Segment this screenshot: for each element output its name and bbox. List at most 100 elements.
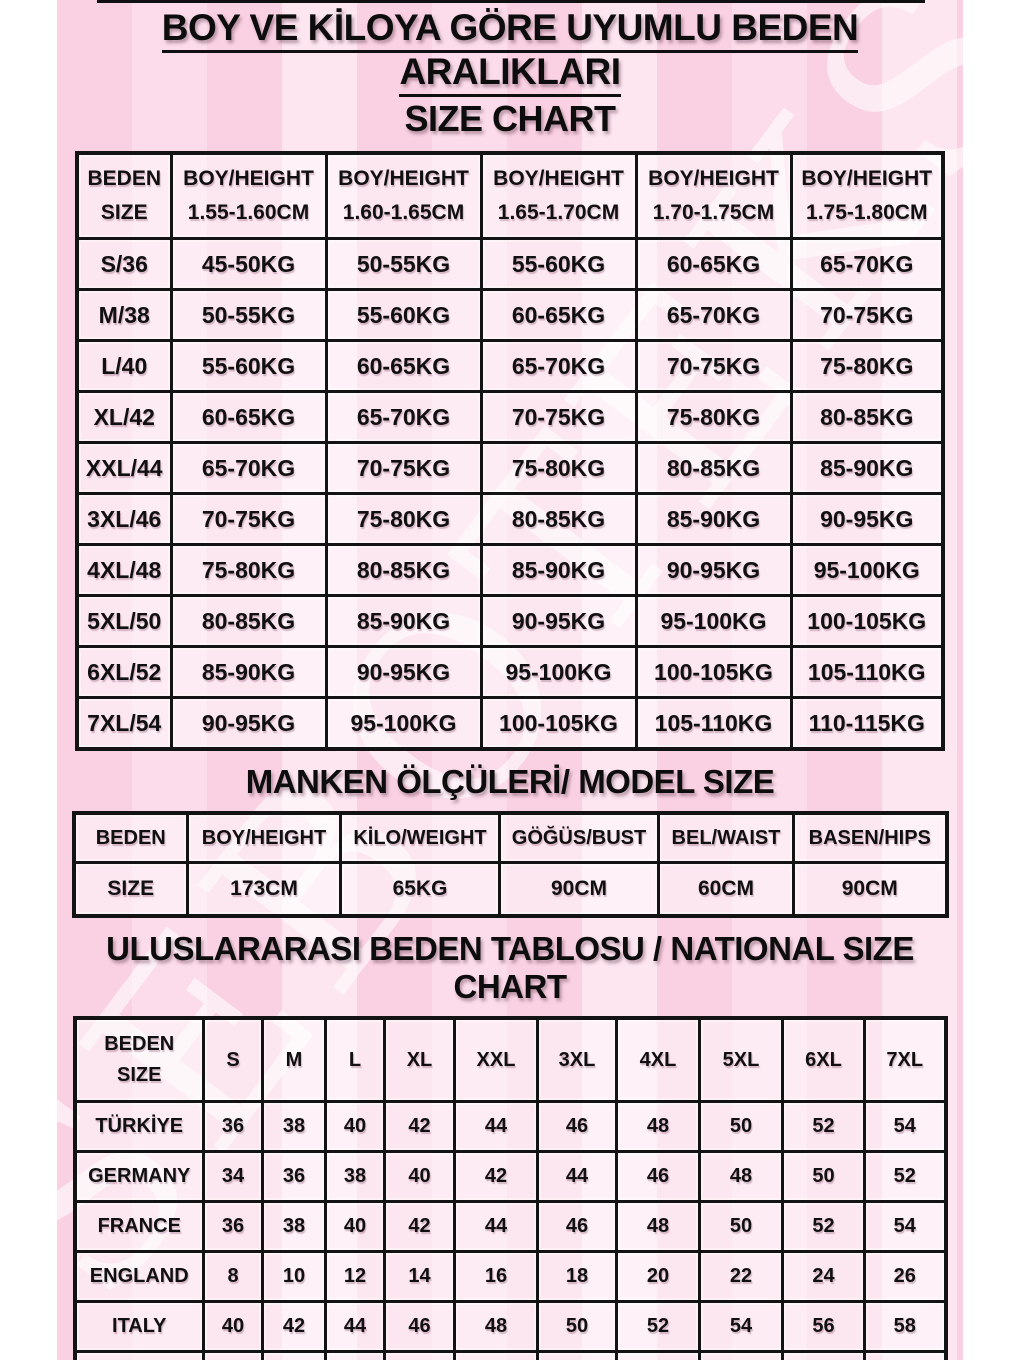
table-row: 7XL/54 90-95KG 95-100KG 100-105KG 105-110KG 1… xyxy=(75,696,945,751)
table-row: ITALY 40 42 44 46 48 50 52 54 56 58 xyxy=(73,1300,947,1353)
table-cell: 38 xyxy=(261,1200,327,1253)
column-header: BEDEN SIZE xyxy=(73,1016,205,1103)
row-label: 5XL/50 xyxy=(75,594,173,648)
table-cell: 90CM xyxy=(792,861,948,918)
table-cell: 44 xyxy=(324,1300,386,1353)
table-cell: 50 xyxy=(698,1200,784,1253)
row-label: ITALY xyxy=(73,1300,205,1353)
table-cell: 40 xyxy=(202,1300,264,1353)
international-size-heading: ULUSLARARASI BEDEN TABLOSU / NATIONAL SI… xyxy=(106,930,914,1005)
table-cell: 85-90KG xyxy=(789,441,945,495)
table-cell: 16 xyxy=(453,1250,539,1303)
table-cell: 90-95KG xyxy=(634,543,793,597)
table-cell: 65-70KG xyxy=(479,339,638,393)
row-label: USA xyxy=(73,1350,205,1360)
table-cell: 8 xyxy=(202,1250,264,1303)
table-cell: 52 xyxy=(781,1200,866,1253)
table-cell: 70-75KG xyxy=(789,288,945,342)
table-cell: 105-110KG xyxy=(634,696,793,751)
table-cell: 95-100KG xyxy=(789,543,945,597)
height-weight-size-table: BEDEN SIZE BOY/HEIGHT 1.55-1.60CM BOY/HEIG… xyxy=(75,151,945,751)
table-cell: 14 xyxy=(383,1250,456,1303)
table-cell: 46 xyxy=(615,1150,701,1203)
table-cell: 50 xyxy=(536,1300,618,1353)
table-cell: 100-105KG xyxy=(634,645,793,699)
table-cell: 60-65KG xyxy=(479,288,638,342)
table-cell: 50-55KG xyxy=(324,237,483,291)
row-label: ENGLAND xyxy=(73,1250,205,1303)
row-label: FRANCE xyxy=(73,1200,205,1253)
table-cell: 50 xyxy=(698,1100,784,1153)
table-cell: 65-70KG xyxy=(634,288,793,342)
column-header: S xyxy=(202,1016,264,1103)
row-label: L/40 xyxy=(75,339,173,393)
table-cell: 46 xyxy=(536,1100,618,1153)
table-row: SIZE 173CM 65KG 90CM 60CM 90CM xyxy=(72,861,948,918)
table-cell: 58 xyxy=(863,1300,947,1353)
table-cell: 22 xyxy=(863,1350,947,1360)
table-cell: 10 xyxy=(383,1350,456,1360)
table-cell: 42 xyxy=(261,1300,327,1353)
table-cell: 90-95KG xyxy=(479,594,638,648)
table-cell: 45-50KG xyxy=(169,237,328,291)
table-cell: 34 xyxy=(202,1150,264,1203)
table-cell: 8 xyxy=(324,1350,386,1360)
table-row: M/38 50-55KG 55-60KG 60-65KG 65-70KG 70-75KG xyxy=(75,288,945,342)
row-label: GERMANY xyxy=(73,1150,205,1203)
table-cell: 55-60KG xyxy=(169,339,328,393)
column-header: 7XL xyxy=(863,1016,947,1103)
table-cell: 44 xyxy=(453,1200,539,1253)
table-cell: 110-115KG xyxy=(789,696,945,751)
row-label: 3XL/46 xyxy=(75,492,173,546)
table-cell: 85-90KG xyxy=(479,543,638,597)
table-cell: 90-95KG xyxy=(324,645,483,699)
table-cell: 55-60KG xyxy=(479,237,638,291)
table-cell: 80-85KG xyxy=(324,543,483,597)
table-cell: 90-95KG xyxy=(169,696,328,751)
table-cell: 85-90KG xyxy=(324,594,483,648)
table-cell: 70-75KG xyxy=(634,339,793,393)
row-label: SIZE xyxy=(72,861,189,918)
table-cell: 44 xyxy=(536,1150,618,1203)
table-cell: 65-70KG xyxy=(789,237,945,291)
pink-striped-sheet: SEBOTEKS BOY VE KİLOYA GÖRE UYUMLU BEDEN… xyxy=(57,0,963,1360)
table-cell: 14 xyxy=(536,1350,618,1360)
column-header: BEL/WAIST xyxy=(657,811,795,864)
table-cell: 42 xyxy=(383,1200,456,1253)
column-header: BEDEN xyxy=(72,811,189,864)
table-cell: 36 xyxy=(202,1200,264,1253)
table-cell: 65-70KG xyxy=(169,441,328,495)
table-cell: 75-80KG xyxy=(169,543,328,597)
table-row: S/36 45-50KG 50-55KG 55-60KG 60-65KG 65-70KG xyxy=(75,237,945,291)
table-cell: 100-105KG xyxy=(479,696,638,751)
table-cell: 22 xyxy=(698,1250,784,1303)
table-cell: 80-85KG xyxy=(789,390,945,444)
table-cell: 16 xyxy=(615,1350,701,1360)
table-cell: 65KG xyxy=(339,861,501,918)
model-size-table: BEDEN BOY/HEIGHT KİLO/WEIGHT GÖĞÜS/BUST BEL/… xyxy=(71,811,949,918)
table-cell: 95-100KG xyxy=(324,696,483,751)
column-header: XL xyxy=(383,1016,456,1103)
table-cell: 48 xyxy=(698,1150,784,1203)
table-cell: 20 xyxy=(781,1350,866,1360)
table-cell: 6 xyxy=(261,1350,327,1360)
table-row: 4XL/48 75-80KG 80-85KG 85-90KG 90-95KG 95-100… xyxy=(75,543,945,597)
table-cell: 85-90KG xyxy=(634,492,793,546)
table-cell: 40 xyxy=(383,1150,456,1203)
table-row: GERMANY 34 36 38 40 42 44 46 48 50 52 xyxy=(73,1150,947,1203)
table-cell: 70-75KG xyxy=(169,492,328,546)
column-header: 6XL xyxy=(781,1016,866,1103)
column-header: KİLO/WEIGHT xyxy=(339,811,501,864)
table-cell: 38 xyxy=(261,1100,327,1153)
table-cell: 10 xyxy=(261,1250,327,1303)
table-cell: 80-85KG xyxy=(169,594,328,648)
table-cell: 85-90KG xyxy=(169,645,328,699)
table-cell: 75-80KG xyxy=(634,390,793,444)
table-cell: 48 xyxy=(615,1100,701,1153)
table-cell: 75-80KG xyxy=(324,492,483,546)
column-header: XXL xyxy=(453,1016,539,1103)
table-cell: 18 xyxy=(536,1250,618,1303)
table-cell: 52 xyxy=(615,1300,701,1353)
table-cell: 4 xyxy=(202,1350,264,1360)
